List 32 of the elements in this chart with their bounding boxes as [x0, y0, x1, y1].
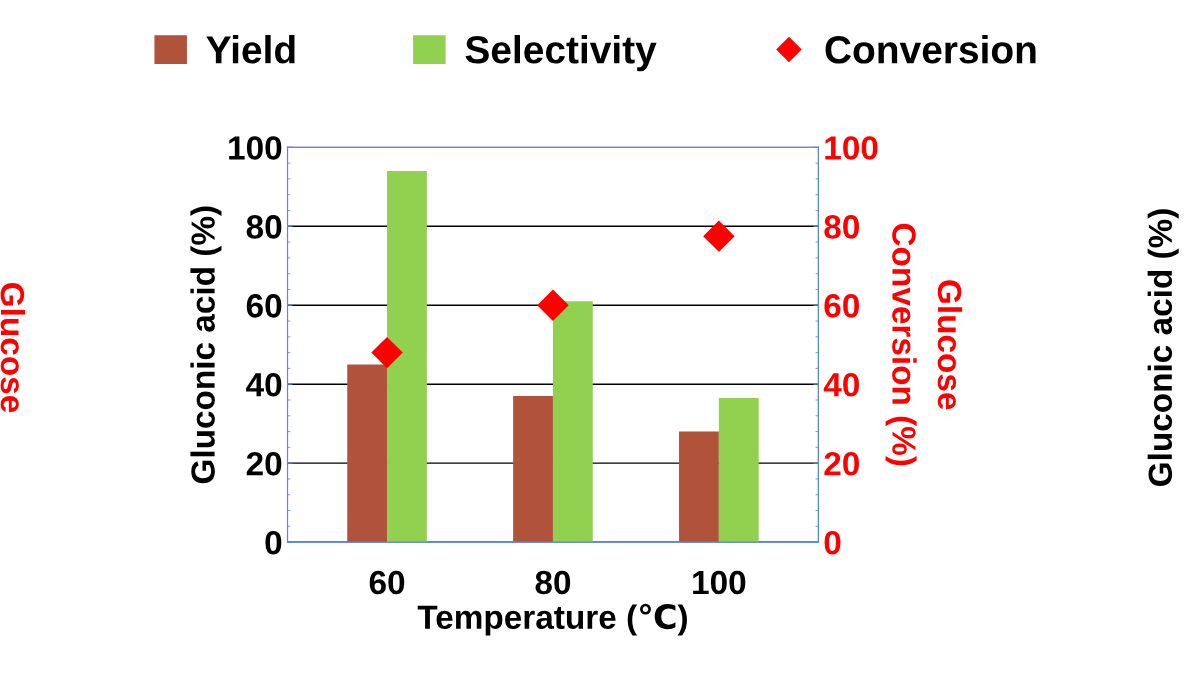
y-axis-title: Gluconic acid (%) [190, 206, 222, 484]
y-tick-label: 100 [229, 136, 282, 160]
y2-tick-label: 80 [824, 215, 859, 239]
y-tick-label: 80 [246, 215, 282, 239]
y-tick-label: 0 [265, 530, 282, 555]
y2-tick-label: 100 [825, 136, 878, 160]
legend-label: Yield [206, 35, 295, 64]
legend-label: Conversion [825, 35, 1036, 64]
x-tick-label: 60 [369, 570, 405, 595]
y2-tick-label: 40 [823, 373, 859, 397]
y2-tick-label: 20 [824, 451, 859, 476]
y2-axis-title: Glucose Conversion (%) [885, 223, 963, 466]
x-axis-title: Temperature (℃) [417, 603, 687, 636]
y-tick-label: 40 [246, 373, 282, 397]
bar [387, 171, 427, 543]
point [703, 220, 735, 252]
bar [347, 364, 388, 543]
y2-tick-label: 60 [824, 294, 859, 318]
y2-tick-label: 0 [824, 530, 841, 555]
y-tick-label: 20 [246, 451, 282, 476]
bar [718, 398, 759, 543]
bar [552, 301, 593, 543]
y-tick-label: 60 [246, 294, 282, 318]
text: Glucose [0, 283, 26, 413]
text: Gluconic acid (%) [1147, 209, 1179, 486]
point [371, 337, 403, 369]
x-tick-label: 80 [535, 570, 571, 595]
legend-label: Selectivity [465, 35, 657, 72]
bar [513, 396, 553, 543]
point [537, 289, 569, 321]
x-tick-label: 100 [693, 570, 746, 595]
bar [679, 431, 719, 543]
